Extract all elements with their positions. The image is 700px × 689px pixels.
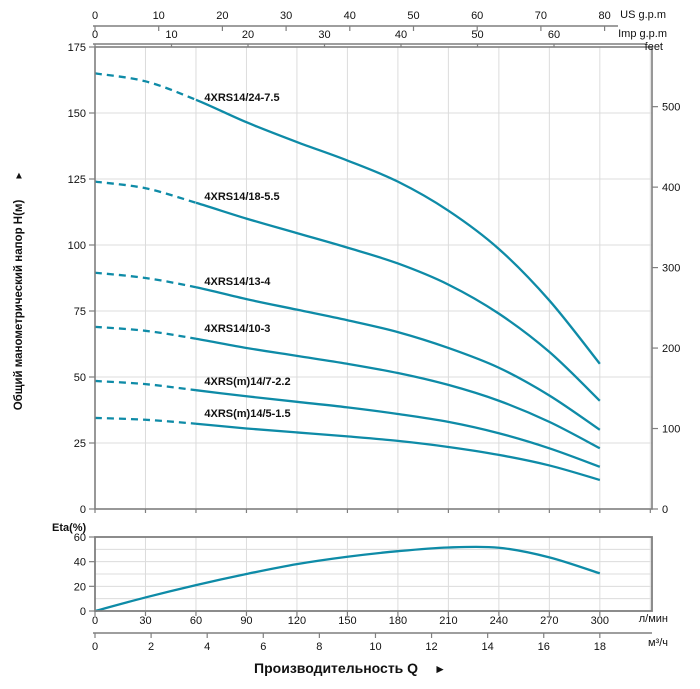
curve-label-4XRS(m)14/7-2.2: 4XRS(m)14/7-2.2 bbox=[204, 376, 290, 388]
eta-tick-label: 0 bbox=[80, 606, 86, 618]
imp-gpm-tick-label: 60 bbox=[548, 29, 560, 41]
lmin-tick-label: 60 bbox=[190, 615, 202, 627]
us-gpm-tick-label: 40 bbox=[344, 10, 356, 22]
eta-panel-title: Eta(%) bbox=[52, 522, 87, 534]
m3h-tick-label: 0 bbox=[92, 641, 98, 653]
curve-solid-4XRS(m)14/7-2.2 bbox=[195, 389, 601, 468]
m3h-tick-label: 4 bbox=[204, 641, 210, 653]
us-gpm-tick-label: 30 bbox=[280, 10, 292, 22]
feet-tick-label: 300 bbox=[662, 263, 680, 275]
x-axis-right-arrow-icon: ► bbox=[434, 662, 446, 676]
curve-solid-4XRS14/13-4 bbox=[195, 286, 601, 431]
lmin-tick-label: 30 bbox=[139, 615, 151, 627]
curve-solid-4XRS14/10-3 bbox=[195, 337, 601, 450]
h-axis-tick-label: 50 bbox=[74, 372, 86, 384]
main-plot-border bbox=[94, 46, 653, 510]
curve-solid-4XRS(m)14/5-1.5 bbox=[195, 422, 601, 482]
lmin-tick-label: 270 bbox=[540, 615, 558, 627]
head-curves bbox=[94, 72, 601, 482]
eta-curve bbox=[94, 545, 601, 613]
curve-dashed-4XRS14/24-7.5 bbox=[94, 72, 197, 101]
h-axis-tick-label: 125 bbox=[68, 174, 86, 186]
us-gpm-axis-label: US g.p.m bbox=[620, 9, 666, 21]
us-gpm-tick-label: 10 bbox=[153, 10, 165, 22]
feet-tick-label: 0 bbox=[662, 504, 668, 516]
lmin-tick-label: 300 bbox=[591, 615, 609, 627]
us-gpm-tick-label: 0 bbox=[92, 10, 98, 22]
curve-dashed-4XRS14/18-5.5 bbox=[94, 180, 197, 204]
us-gpm-tick-label: 50 bbox=[407, 10, 419, 22]
curve-dashed-4XRS14/13-4 bbox=[94, 271, 197, 289]
y-axis-title: Общий манометрический напор Н(м) bbox=[13, 199, 25, 411]
eta-tick-label: 60 bbox=[74, 532, 86, 544]
m3h-tick-label: 12 bbox=[425, 641, 437, 653]
curve-label-4XRS14/24-7.5: 4XRS14/24-7.5 bbox=[204, 92, 279, 104]
curve-solid-4XRS14/24-7.5 bbox=[195, 98, 601, 365]
us-gpm-tick-label: 60 bbox=[471, 10, 483, 22]
eta-tick-label: 40 bbox=[74, 557, 86, 569]
imp-gpm-axis-label: Imp g.p.m bbox=[618, 28, 667, 40]
feet-axis-label: feet bbox=[644, 41, 663, 53]
imp-gpm-tick-label: 40 bbox=[395, 29, 407, 41]
m3h-tick-label: 10 bbox=[369, 641, 381, 653]
m3h-axis-label: м³/ч bbox=[647, 637, 668, 649]
curve-label-4XRS14/13-4: 4XRS14/13-4 bbox=[204, 276, 271, 288]
curve-label-4XRS14/10-3: 4XRS14/10-3 bbox=[204, 323, 270, 335]
imp-gpm-tick-label: 0 bbox=[92, 29, 98, 41]
imp-gpm-tick-label: 30 bbox=[318, 29, 330, 41]
curve-label-4XRS14/18-5.5: 4XRS14/18-5.5 bbox=[204, 191, 279, 203]
h-axis-tick-label: 150 bbox=[68, 108, 86, 120]
m3h-tick-label: 2 bbox=[148, 641, 154, 653]
feet-tick-label: 500 bbox=[662, 102, 680, 114]
y-axis-up-arrow-icon: ▲ bbox=[14, 170, 24, 182]
lmin-tick-label: 240 bbox=[490, 615, 508, 627]
eta-plot-border bbox=[94, 536, 653, 612]
curve-dashed-4XRS(m)14/7-2.2 bbox=[94, 379, 197, 392]
curve-dashed-4XRS14/10-3 bbox=[94, 325, 197, 340]
feet-tick-label: 400 bbox=[662, 182, 680, 194]
x-axis-title-text: Производительность Q bbox=[254, 660, 419, 676]
eta-tick-label: 20 bbox=[74, 581, 86, 593]
eta-grid bbox=[95, 537, 652, 611]
lmin-axis-label: л/мин bbox=[638, 613, 668, 625]
curve-solid-4XRS14/18-5.5 bbox=[195, 201, 601, 402]
lmin-tick-label: 0 bbox=[92, 615, 98, 627]
us-gpm-tick-label: 20 bbox=[216, 10, 228, 22]
lmin-tick-label: 210 bbox=[439, 615, 457, 627]
h-axis-tick-label: 100 bbox=[68, 240, 86, 252]
lmin-tick-label: 180 bbox=[389, 615, 407, 627]
feet-tick-label: 200 bbox=[662, 343, 680, 355]
imp-gpm-tick-label: 10 bbox=[165, 29, 177, 41]
h-axis-tick-label: 0 bbox=[80, 504, 86, 516]
m3h-tick-label: 6 bbox=[260, 641, 266, 653]
lmin-tick-label: 150 bbox=[338, 615, 356, 627]
lmin-tick-label: 120 bbox=[288, 615, 306, 627]
lmin-tick-label: 90 bbox=[240, 615, 252, 627]
h-axis-tick-label: 175 bbox=[68, 42, 86, 54]
us-gpm-tick-label: 70 bbox=[535, 10, 547, 22]
curve-dashed-4XRS(m)14/5-1.5 bbox=[94, 416, 197, 425]
m3h-tick-label: 16 bbox=[538, 641, 550, 653]
imp-gpm-tick-label: 50 bbox=[471, 29, 483, 41]
m3h-tick-label: 14 bbox=[482, 641, 494, 653]
curve-label-4XRS(m)14/5-1.5: 4XRS(m)14/5-1.5 bbox=[204, 408, 290, 420]
m3h-tick-label: 8 bbox=[316, 641, 322, 653]
feet-tick-label: 100 bbox=[662, 424, 680, 436]
us-gpm-tick-label: 80 bbox=[598, 10, 610, 22]
imp-gpm-tick-label: 20 bbox=[242, 29, 254, 41]
m3h-tick-label: 18 bbox=[594, 641, 606, 653]
h-axis-tick-label: 25 bbox=[74, 438, 86, 450]
x-axis-title: Производительность Q ► bbox=[0, 660, 700, 676]
h-axis-tick-label: 75 bbox=[74, 306, 86, 318]
